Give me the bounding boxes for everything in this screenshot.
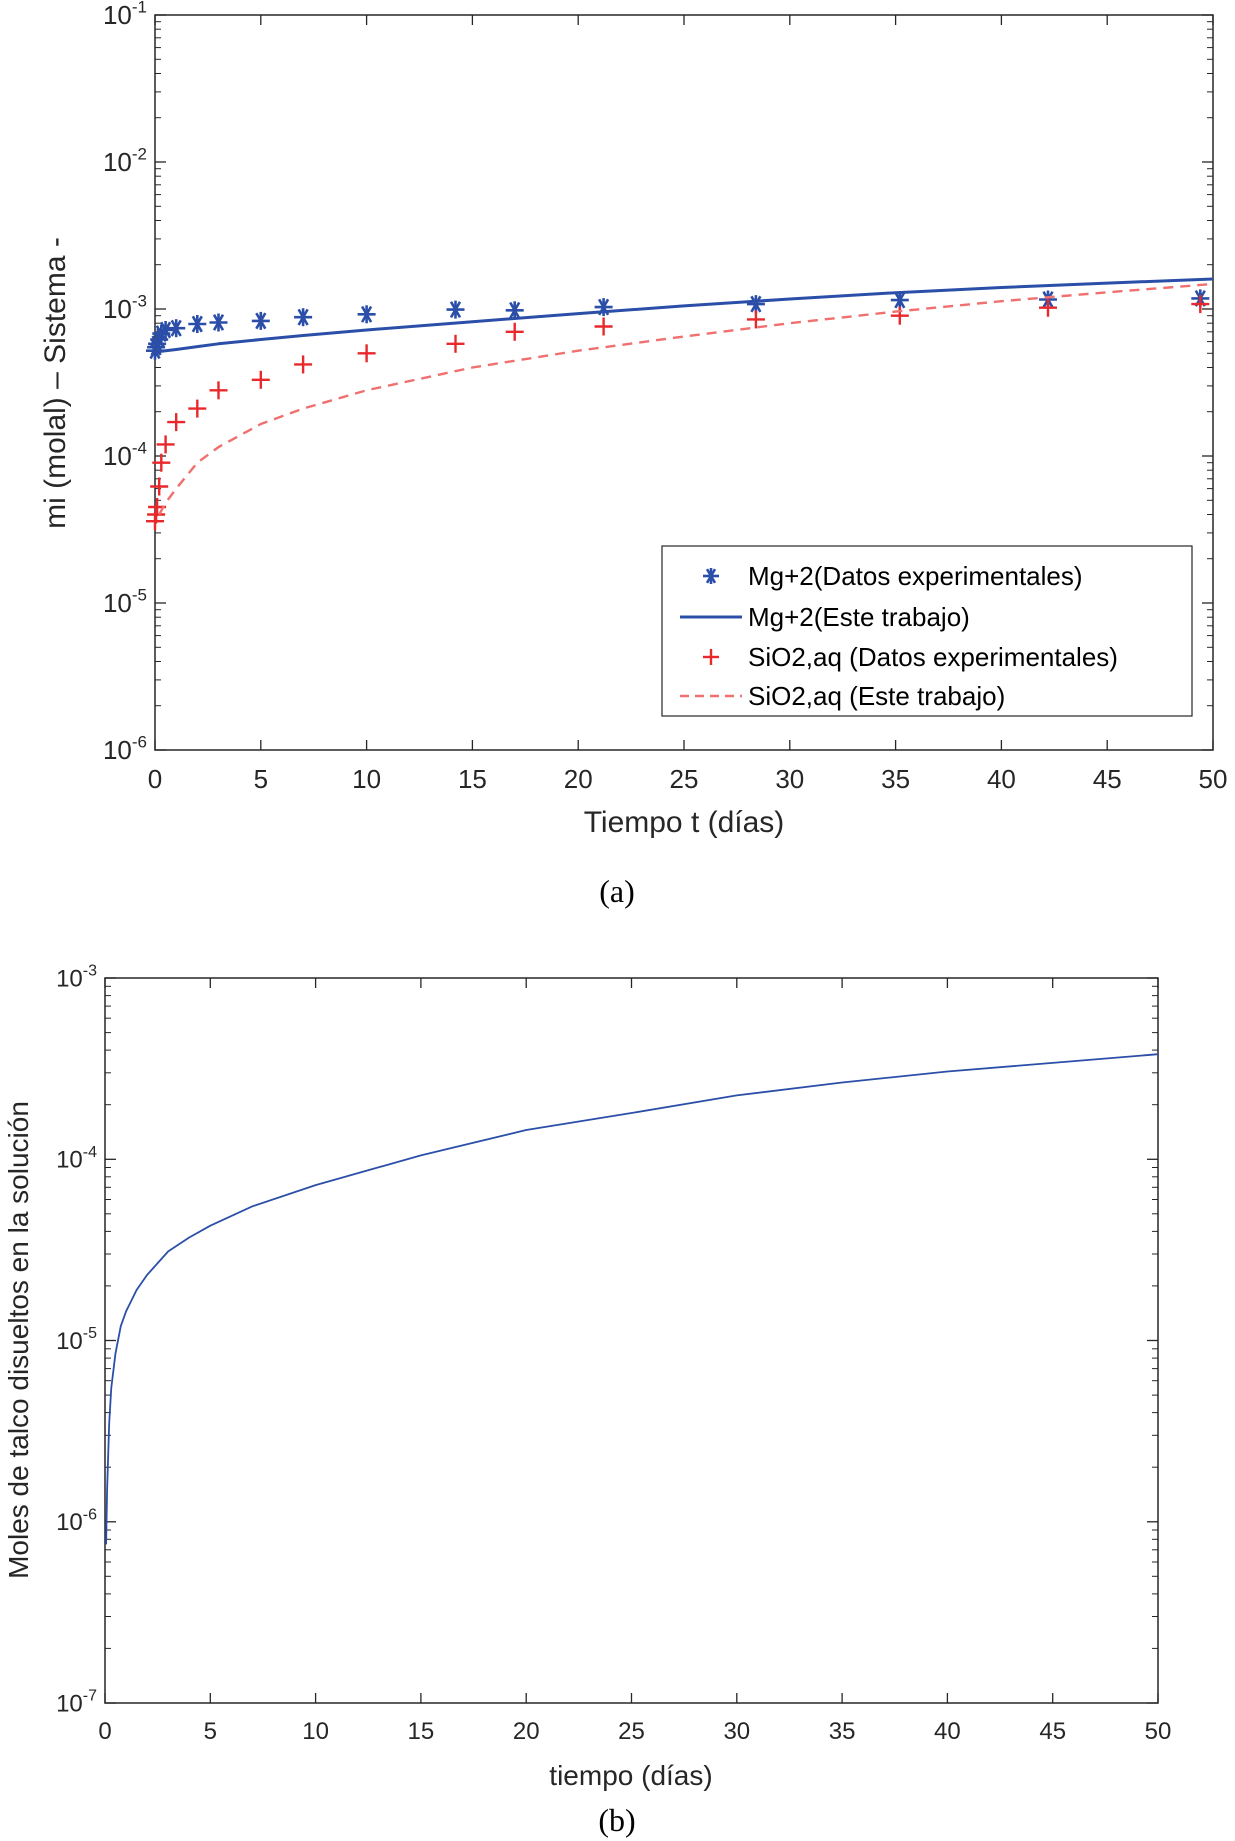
chart-a-y-ticks: 10-6 10-5 10-4 10-3 10-2 10-1 [103, 0, 1213, 765]
data-point-plus [890, 306, 909, 325]
y-tick-label: 10-6 [103, 732, 147, 765]
series-line-0 [105, 1053, 1159, 1545]
chart-a-legend-box [661, 545, 1193, 717]
x-tick-label: 35 [881, 764, 910, 794]
chart-a-y-axis-label: mi (molal) – Sistema - [39, 237, 72, 529]
y-tick-label: 10-3 [56, 963, 97, 993]
x-tick-label: 5 [254, 764, 268, 794]
y-tick-label: 10-5 [56, 1325, 97, 1355]
data-point-plus [156, 435, 175, 454]
x-tick-label: 25 [618, 1718, 645, 1745]
legend-item-mg-exp: Mg+2(Datos experimentales) [703, 561, 1083, 591]
chart-b-y-ticks: 10-7 10-6 10-5 10-4 10-3 [56, 963, 1158, 1718]
data-point-plus [150, 477, 169, 496]
x-tick-label: 25 [670, 764, 699, 794]
data-point-plus [188, 399, 207, 418]
legend-item-mg-model: Mg+2(Este trabajo) [680, 602, 970, 632]
x-tick-label: 15 [458, 764, 487, 794]
data-point-plus [209, 381, 228, 400]
y-tick-label: 10-1 [103, 0, 147, 30]
chart-b-caption: (b) [598, 1802, 635, 1838]
x-tick-label: 30 [723, 1718, 750, 1745]
chart-a-x-axis-label: Tiempo t (días) [584, 806, 785, 839]
legend-marker-asterisk [703, 568, 719, 584]
data-point-asterisk [188, 315, 207, 333]
legend-label-mg-exp: Mg+2(Datos experimentales) [748, 561, 1083, 591]
data-point-plus [1039, 298, 1057, 317]
y-tick-label: 10-2 [103, 144, 147, 177]
chart-b-x-ticks: 0 5 10 15 20 25 30 35 40 45 50 [98, 978, 1171, 1745]
x-tick-label: 40 [987, 764, 1016, 794]
chart-b: 0 5 10 15 20 25 30 35 40 45 50 10-710-610-510-410-… [3, 963, 1171, 1838]
chart-a-caption: (a) [599, 873, 635, 909]
chart-b-y-axis-label: Moles de talco disueltos en la solución [3, 1101, 34, 1579]
chart-b-plot-area [104, 977, 1159, 1704]
legend-plus-mark [703, 649, 719, 665]
y-tick-label: 10-4 [103, 438, 147, 471]
x-tick-label: 50 [1145, 1718, 1172, 1745]
chart-b-series [105, 1053, 1159, 1545]
chart-a-x-ticks: 0 5 10 15 20 25 30 35 40 45 50 [148, 15, 1228, 794]
legend-marker-plus [703, 649, 719, 665]
data-point-plus [446, 334, 465, 353]
x-tick-label: 5 [204, 1718, 217, 1745]
series-line-3 [158, 282, 1214, 516]
chart-a-series [146, 277, 1214, 531]
legend-asterisk-mark [703, 568, 719, 584]
legend-label-si-model: SiO2,aq (Este trabajo) [748, 681, 1005, 711]
x-tick-label: 10 [302, 1718, 329, 1745]
x-tick-label: 20 [513, 1718, 540, 1745]
x-tick-label: 35 [829, 1718, 856, 1745]
x-tick-label: 10 [352, 764, 381, 794]
data-point-plus [1191, 295, 1210, 314]
x-tick-label: 40 [934, 1718, 961, 1745]
data-point-asterisk [746, 295, 765, 314]
data-point-asterisk [167, 319, 186, 338]
series-line-1 [154, 277, 1214, 354]
y-tick-label: 10-7 [56, 1688, 97, 1718]
x-tick-label: 15 [408, 1718, 435, 1745]
x-tick-label: 50 [1199, 764, 1228, 794]
y-tick-label: 10-4 [56, 1144, 97, 1174]
data-point-asterisk [156, 321, 175, 339]
x-tick-label: 20 [564, 764, 593, 794]
legend-item-si-exp: SiO2,aq (Datos experimentales) [703, 642, 1118, 672]
legend-item-si-model: SiO2,aq (Este trabajo) [680, 681, 1005, 711]
legend-label-si-exp: SiO2,aq (Datos experimentales) [748, 642, 1118, 672]
legend-label-mg-model: Mg+2(Este trabajo) [748, 602, 970, 632]
data-point-plus [152, 453, 171, 472]
data-point-plus [251, 370, 270, 389]
data-point-plus [594, 317, 613, 336]
data-point-asterisk [446, 300, 465, 319]
data-point-plus [505, 322, 524, 341]
chart-a-legend: Mg+2(Datos experimentales) Mg+2(Este tra… [661, 545, 1193, 717]
x-tick-label: 30 [775, 764, 804, 794]
y-tick-label: 10-3 [103, 291, 147, 324]
y-tick-label: 10-5 [103, 585, 147, 618]
chart-a: 0 5 10 15 20 25 30 35 40 45 50 10-610-510-410-310-… [39, 0, 1227, 909]
data-point-plus [167, 413, 186, 432]
data-point-plus [746, 310, 765, 329]
data-point-asterisk [357, 305, 376, 324]
data-point-plus [357, 344, 376, 363]
chart-b-x-axis-label: tiempo (días) [549, 1760, 712, 1791]
data-point-asterisk [294, 308, 313, 327]
y-tick-label: 10-6 [56, 1506, 97, 1536]
data-point-asterisk [209, 313, 228, 332]
x-tick-label: 0 [98, 1718, 111, 1745]
data-point-asterisk [505, 301, 524, 320]
data-point-plus [294, 355, 313, 374]
data-point-asterisk [890, 291, 909, 310]
x-tick-label: 45 [1093, 764, 1122, 794]
x-tick-label: 45 [1039, 1718, 1066, 1745]
x-tick-label: 0 [148, 764, 162, 794]
data-point-asterisk [251, 311, 270, 330]
